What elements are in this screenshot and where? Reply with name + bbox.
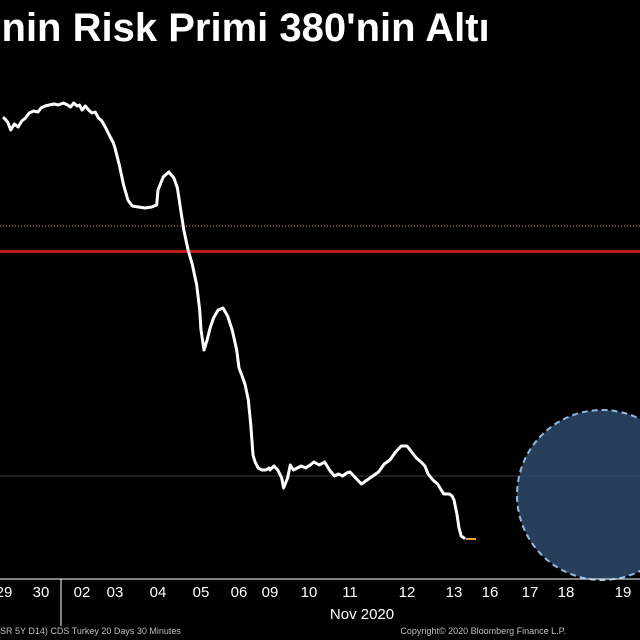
x-month-label: Nov 2020 bbox=[330, 606, 394, 623]
x-tick-label: 10 bbox=[301, 584, 318, 601]
x-tick-label: 29 bbox=[0, 584, 12, 601]
x-tick-label: 18 bbox=[558, 584, 575, 601]
x-tick-label: 11 bbox=[342, 584, 358, 601]
x-tick-label: 09 bbox=[262, 584, 279, 601]
x-tick-label: 03 bbox=[107, 584, 124, 601]
x-tick-label: 02 bbox=[74, 584, 91, 601]
x-tick-label: 19 bbox=[615, 584, 632, 601]
x-tick-label: 13 bbox=[446, 584, 463, 601]
x-tick-label: 04 bbox=[150, 584, 167, 601]
x-tick-label: 30 bbox=[33, 584, 50, 601]
series-line-0 bbox=[2, 101, 466, 540]
x-tick-label: 12 bbox=[399, 584, 416, 601]
x-tick-label: 06 bbox=[231, 584, 248, 601]
x-tick-label: 05 bbox=[193, 584, 210, 601]
highlight-circle bbox=[516, 409, 640, 581]
x-tick-label: 16 bbox=[482, 584, 499, 601]
copyright-footnote: Copyright© 2020 Bloomberg Finance L.P. bbox=[400, 626, 566, 636]
x-tick-label: 17 bbox=[522, 584, 539, 601]
chart-title: 'nin Risk Primi 380'nin Altı bbox=[0, 6, 490, 50]
source-footnote: SR 5Y D14) CDS Turkey 20 Days 30 Minutes bbox=[0, 626, 181, 636]
